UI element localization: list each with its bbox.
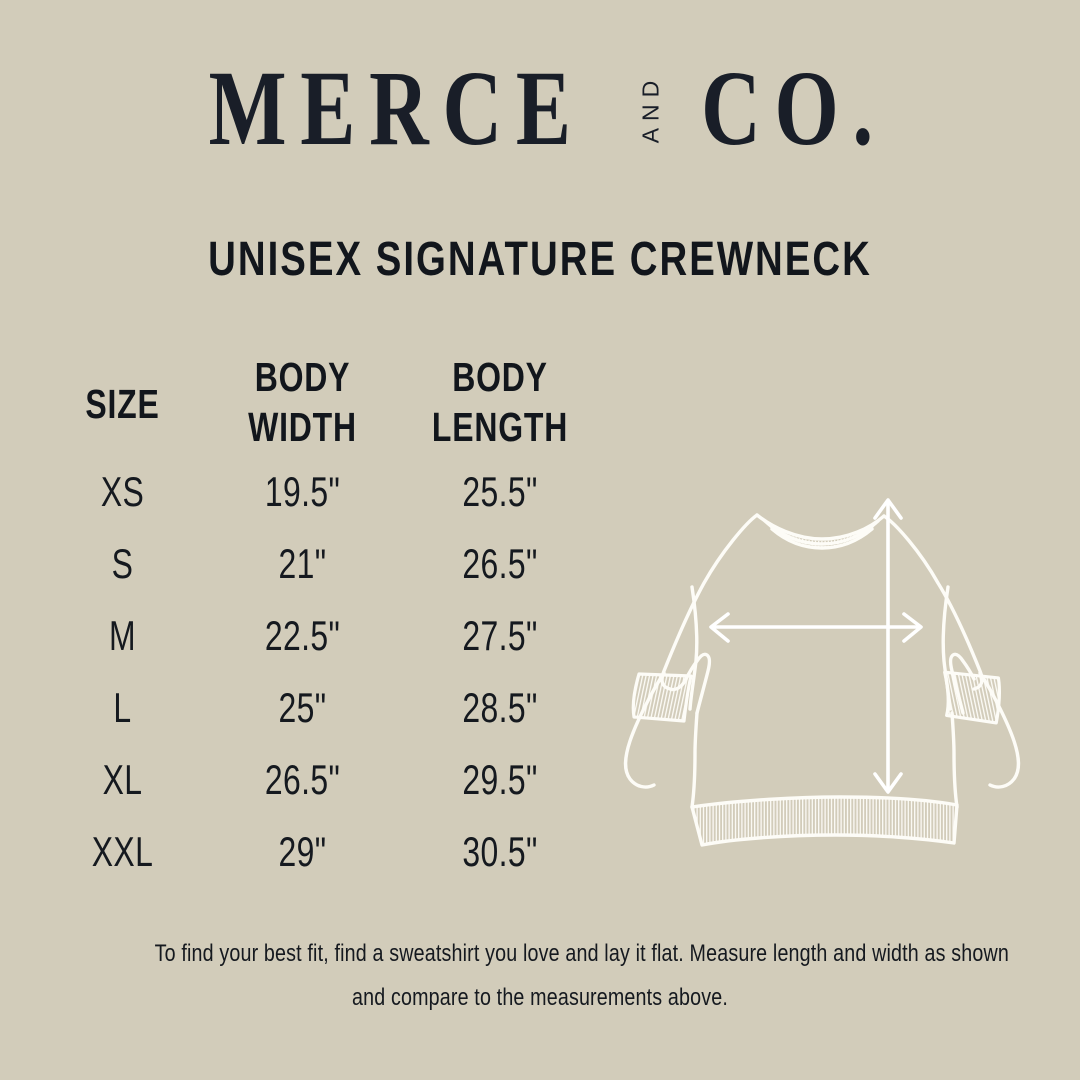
table-row: L 25" 28.5": [40, 672, 620, 744]
column-header-size-label: SIZE: [85, 381, 160, 427]
cell-body-length-value: 28.5": [462, 684, 538, 731]
cell-body-width-value: 19.5": [264, 468, 341, 515]
table-row: M 22.5" 27.5": [40, 600, 620, 672]
cell-body-length-value: 29.5": [462, 756, 538, 803]
cell-body-width: 21": [205, 528, 400, 600]
cell-size-value: S: [111, 540, 134, 587]
size-chart-table: SIZE BODY WIDTH BODY LENGTH XS 19.5" 25.…: [40, 352, 620, 888]
cell-size-value: XL: [102, 756, 143, 803]
cell-body-length-value: 30.5": [462, 828, 538, 875]
cell-size-value: L: [113, 684, 132, 731]
brand-logo: MERCE AND CO.: [0, 48, 1080, 168]
cell-size: XL: [40, 744, 205, 816]
cell-body-width-value: 26.5": [264, 756, 341, 803]
cell-body-width: 22.5": [205, 600, 400, 672]
collar-ribbing: [760, 517, 882, 545]
table-row: XL 26.5" 29.5": [40, 744, 620, 816]
brand-word-co: CO.: [700, 47, 887, 168]
cell-body-length: 27.5": [400, 600, 600, 672]
column-header-body-length-line2: LENGTH: [431, 404, 569, 450]
table-row: S 21" 26.5": [40, 528, 620, 600]
cell-body-width-value: 22.5": [264, 612, 341, 659]
cell-size-value: XS: [100, 468, 145, 515]
brand-conjunction-wrap: AND: [616, 48, 686, 168]
cell-size: L: [40, 672, 205, 744]
column-header-body-width: BODY WIDTH: [205, 352, 400, 452]
brand-word-merce: MERCE: [208, 47, 586, 168]
brand-conjunction-and: AND: [637, 73, 664, 143]
cell-size: S: [40, 528, 205, 600]
cell-body-length-value: 27.5": [462, 612, 538, 659]
table-row: XS 19.5" 25.5": [40, 456, 620, 528]
left-sleeve-inner: [688, 585, 699, 711]
cell-body-length: 25.5": [400, 456, 600, 528]
table-row: XXL 29" 30.5": [40, 816, 620, 888]
cell-body-length: 30.5": [400, 816, 600, 888]
cell-body-length: 28.5": [400, 672, 600, 744]
right-sleeve-top-seam: [882, 514, 984, 691]
cell-body-length-value: 26.5": [462, 540, 538, 587]
cell-size: XXL: [40, 816, 205, 888]
column-header-body-width-label: BODY WIDTH: [226, 352, 378, 452]
cell-body-width: 29": [205, 816, 400, 888]
cell-body-width: 19.5": [205, 456, 400, 528]
fit-instructions-line1: To find your best fit, find a sweatshirt…: [154, 940, 1009, 967]
column-header-size: SIZE: [40, 352, 205, 456]
page-title: UNISEX SIGNATURE CREWNECK: [208, 233, 872, 286]
left-side-seam: [690, 711, 699, 809]
cell-body-width-value: 25": [278, 684, 327, 731]
right-armhole-detail: [948, 652, 976, 715]
fit-instructions: To find your best fit, find a sweatshirt…: [70, 932, 1010, 1020]
column-header-body-length-label: BODY LENGTH: [422, 352, 578, 452]
cell-body-width: 26.5": [205, 744, 400, 816]
cell-size: XS: [40, 456, 205, 528]
cell-body-width-value: 21": [278, 540, 327, 587]
collar-ribbing-2: [768, 525, 875, 549]
cell-body-width-value: 29": [278, 828, 327, 875]
body-length-arrow: [873, 498, 903, 794]
cell-body-length: 26.5": [400, 528, 600, 600]
cell-body-length: 29.5": [400, 744, 600, 816]
right-side-seam: [950, 711, 959, 809]
cell-body-width: 25": [205, 672, 400, 744]
cell-size-value: M: [109, 612, 136, 659]
hem-band: [690, 795, 959, 847]
table-header-row: SIZE BODY WIDTH BODY LENGTH: [40, 352, 620, 456]
fit-instructions-line2: and compare to the measurements above.: [352, 984, 728, 1011]
column-header-body-width-line2: WIDTH: [248, 404, 357, 450]
body-width-arrow: [709, 612, 923, 643]
column-header-body-width-line1: BODY: [254, 354, 351, 400]
cell-body-length-value: 25.5": [462, 468, 538, 515]
right-sleeve-inner: [941, 585, 952, 711]
left-cuff: [631, 672, 693, 723]
cell-size: M: [40, 600, 205, 672]
cell-size-value: XXL: [91, 828, 154, 875]
sweatshirt-diagram: [600, 455, 1060, 855]
column-header-body-length: BODY LENGTH: [400, 352, 600, 452]
column-header-body-length-line1: BODY: [452, 354, 548, 400]
